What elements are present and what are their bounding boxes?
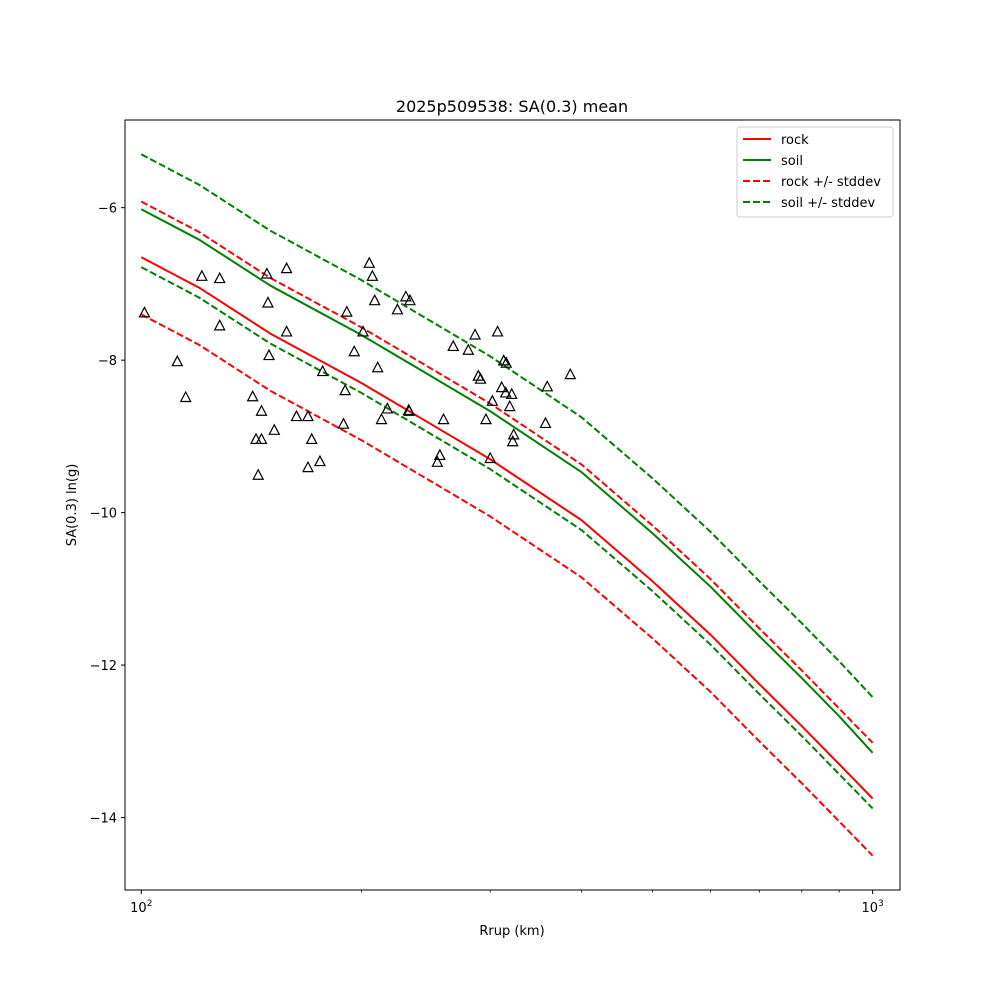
legend-label: soil — [781, 154, 803, 169]
series-layer — [140, 153, 874, 857]
observation-marker — [280, 325, 293, 337]
observation-marker — [381, 402, 394, 414]
x-tick-label: 103 — [861, 899, 883, 916]
observation-marker — [339, 383, 352, 396]
observation-marker — [503, 399, 516, 412]
chart-title: 2025p509538: SA(0.3) mean — [396, 97, 628, 116]
observation-marker — [213, 319, 226, 331]
observation-marker — [263, 348, 276, 361]
series-line-5 — [140, 266, 874, 810]
series-line-4 — [140, 153, 874, 698]
observation-marker — [403, 404, 416, 416]
observation-marker — [505, 387, 518, 400]
observations-layer — [138, 256, 577, 480]
observation-marker — [469, 328, 482, 340]
observation-marker — [486, 394, 499, 406]
observation-marker — [366, 269, 379, 281]
observation-marker — [479, 412, 492, 425]
observation-marker — [474, 372, 487, 384]
observation-marker — [437, 412, 450, 425]
series-line-3 — [140, 313, 874, 857]
y-axis-label: SA(0.3) ln(g) — [65, 464, 80, 547]
observation-marker — [340, 305, 353, 317]
x-axis-label: Rrup (km) — [479, 924, 544, 939]
legend-box — [736, 126, 894, 218]
observation-marker — [564, 367, 577, 380]
observation-marker — [313, 454, 326, 467]
observation-marker — [499, 386, 512, 398]
observation-marker — [541, 380, 554, 392]
observation-marker — [506, 434, 519, 447]
observation-marker — [348, 344, 361, 357]
observation-marker — [391, 303, 404, 315]
observation-marker — [371, 360, 384, 373]
observation-marker — [337, 417, 350, 429]
y-tick-label: −6 — [98, 202, 117, 217]
series-line-0 — [140, 256, 874, 800]
x-tick-label: 102 — [130, 899, 152, 916]
y-tick-label: −10 — [90, 507, 117, 522]
observation-marker — [495, 380, 508, 393]
observation-marker — [403, 293, 416, 306]
observation-marker — [246, 389, 259, 402]
observation-marker — [357, 325, 370, 337]
observation-marker — [484, 451, 497, 464]
observation-marker — [290, 409, 303, 422]
observation-marker — [462, 343, 475, 355]
observation-marker — [252, 468, 265, 480]
observation-marker — [305, 432, 318, 445]
legend-label: soil +/- stddev — [781, 196, 876, 211]
observation-marker — [301, 460, 314, 473]
legend: rock soil rock +/- stddev soil +/- stddev — [736, 126, 894, 218]
observation-marker — [363, 256, 376, 268]
observation-marker — [179, 390, 192, 403]
legend-label: rock +/- stddev — [781, 175, 881, 190]
y-tick-label: −14 — [90, 812, 117, 827]
plot-frame — [124, 119, 901, 891]
observation-marker — [433, 448, 446, 461]
series-line-2 — [140, 200, 874, 744]
observation-marker — [431, 455, 444, 467]
observation-marker — [138, 306, 151, 318]
observation-marker — [171, 354, 184, 367]
series-line-1 — [140, 208, 874, 754]
observation-marker — [301, 409, 314, 422]
observation-marker — [280, 261, 293, 274]
observation-marker — [255, 432, 268, 445]
observation-marker — [375, 412, 388, 425]
observation-marker — [507, 428, 520, 440]
observation-marker — [491, 325, 504, 337]
observation-marker — [261, 296, 274, 308]
observation-marker — [195, 269, 208, 281]
observation-marker — [268, 423, 281, 435]
y-tick-label: −12 — [90, 659, 117, 674]
y-tick-label: −8 — [98, 354, 117, 369]
observation-marker — [497, 354, 510, 366]
observation-marker — [539, 416, 552, 429]
legend-label: rock — [781, 133, 809, 148]
observation-marker — [260, 267, 273, 279]
observation-marker — [368, 293, 381, 306]
observation-marker — [213, 271, 226, 284]
observation-marker — [255, 404, 268, 416]
observation-marker — [316, 364, 329, 377]
observation-marker — [399, 290, 412, 302]
observation-marker — [447, 339, 460, 352]
axes-layer: −6 −8 −10 −12 −14 102 103 — [90, 119, 901, 916]
observation-marker — [500, 356, 513, 368]
